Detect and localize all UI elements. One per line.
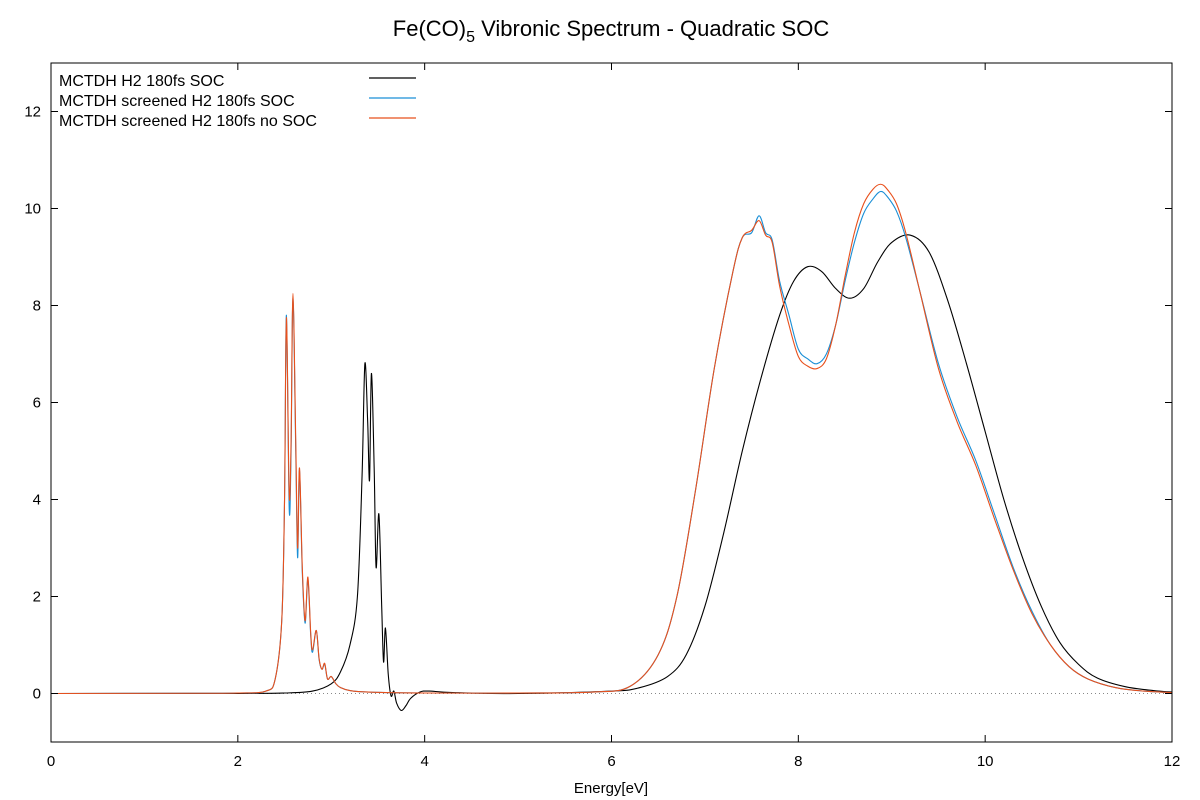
x-tick-label-0: 0 — [47, 753, 55, 770]
y-tick-label-1: 2 — [33, 589, 41, 606]
y-tick-label-3: 6 — [33, 395, 41, 412]
legend-label-mctdh-screened-h2-180fs-soc: MCTDH screened H2 180fs SOC — [59, 93, 295, 110]
x-tick-label-2: 4 — [420, 753, 428, 770]
y-axis: 0 2 4 6 8 10 12 — [24, 104, 1172, 703]
chart-title-suffix: Vibronic Spectrum - Quadratic SOC — [475, 16, 829, 41]
y-tick-label-2: 4 — [33, 492, 41, 509]
y-tick-label-6: 12 — [24, 104, 41, 121]
y-tick-label-5: 10 — [24, 201, 41, 218]
x-tick-label-4: 8 — [794, 753, 802, 770]
chart-title: Fe(CO)5 Vibronic Spectrum - Quadratic SO… — [393, 16, 830, 46]
chart-title-subscript: 5 — [466, 29, 475, 46]
legend: MCTDH H2 180fs SOC MCTDH screened H2 180f… — [59, 73, 416, 130]
series-line-mctdh-screened-h2-180fs-soc — [50, 190, 1173, 695]
legend-label-mctdh-h2-180fs-soc: MCTDH H2 180fs SOC — [59, 73, 224, 90]
x-axis-label: Energy[eV] — [574, 780, 648, 797]
y-tick-label-0: 0 — [33, 686, 41, 703]
legend-label-mctdh-screened-h2-180fs-no-soc: MCTDH screened H2 180fs no SOC — [59, 113, 317, 130]
chart-title-main: Fe(CO) — [393, 16, 466, 41]
y-tick-label-4: 8 — [33, 298, 41, 315]
x-tick-label-1: 2 — [234, 753, 242, 770]
x-axis: 0 2 4 6 8 10 12 — [47, 63, 1181, 770]
series-layer — [50, 183, 1173, 712]
plot-frame — [50, 62, 1173, 743]
series-line-mctdh-h2-180fs-soc — [50, 234, 1173, 712]
x-tick-label-6: 12 — [1164, 753, 1181, 770]
x-tick-label-3: 6 — [607, 753, 615, 770]
x-tick-label-5: 10 — [977, 753, 994, 770]
series-line-mctdh-screened-h2-180fs-no-soc — [50, 183, 1173, 695]
